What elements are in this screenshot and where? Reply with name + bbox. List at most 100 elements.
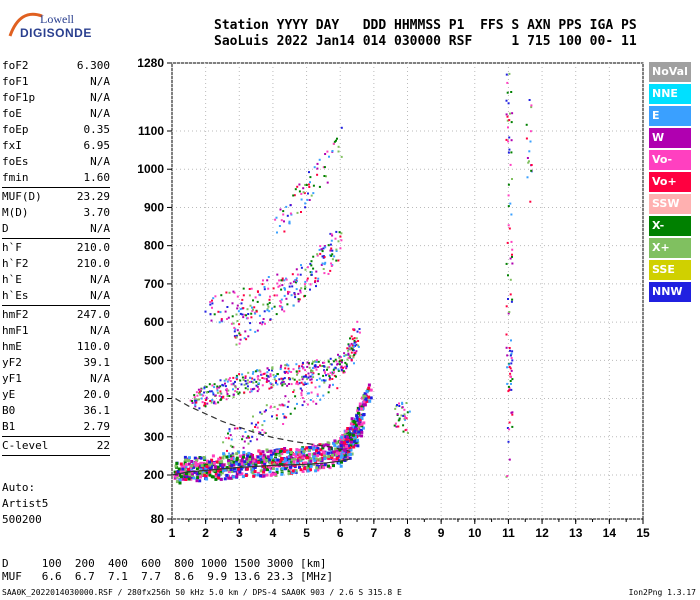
echo-point xyxy=(262,279,264,282)
echo-point xyxy=(208,460,212,464)
echo-point xyxy=(300,192,303,195)
echo-point xyxy=(239,338,242,341)
echo-point xyxy=(281,467,285,471)
echo-point xyxy=(206,402,209,405)
echo-point xyxy=(183,460,187,464)
echo-point xyxy=(269,375,272,378)
echo-point xyxy=(231,302,234,305)
echo-point xyxy=(328,366,331,369)
echo-point xyxy=(397,425,400,428)
echo-point xyxy=(188,475,192,479)
echo-point xyxy=(213,400,216,403)
echo-point xyxy=(209,400,212,402)
echo-point xyxy=(398,402,400,405)
echo-point xyxy=(198,390,201,393)
echo-point xyxy=(306,469,310,473)
echo-point xyxy=(293,292,296,294)
legend-entry: NoVal xyxy=(649,62,691,82)
echo-point xyxy=(310,391,313,394)
echo-point xyxy=(266,379,269,382)
echo-point xyxy=(529,200,532,203)
parameter-row: hmF2 247.0 xyxy=(2,307,110,323)
echo-point xyxy=(333,443,337,447)
echo-point xyxy=(227,378,230,381)
legend-entry: X- xyxy=(649,216,691,236)
parameter-name: MUF(D) xyxy=(2,190,42,203)
echo-point xyxy=(322,247,325,250)
echo-point xyxy=(505,99,508,102)
echo-point xyxy=(288,291,291,293)
echo-point xyxy=(264,322,266,325)
echo-point xyxy=(358,331,361,334)
echo-point xyxy=(232,322,235,325)
echo-point xyxy=(242,316,245,319)
echo-point xyxy=(261,377,264,379)
echo-point xyxy=(356,423,360,427)
echo-point xyxy=(314,386,317,389)
echo-point xyxy=(298,382,301,385)
parameter-value: N/A xyxy=(90,91,110,104)
echo-point xyxy=(393,424,396,427)
echo-point xyxy=(265,473,269,477)
echo-point xyxy=(340,239,343,242)
echo-point xyxy=(340,460,343,464)
ionospheric-parameters-panel: foF2 6.300 foF1 N/A foF1p N/A foE N/A foEp 0.35 fx… xyxy=(2,58,110,457)
echo-point xyxy=(278,454,282,458)
echo-point xyxy=(263,288,266,291)
echo-point xyxy=(252,381,255,384)
echo-point xyxy=(338,448,342,452)
echo-point xyxy=(506,119,509,122)
echo-point xyxy=(323,263,326,266)
echo-point xyxy=(327,272,330,275)
echo-point xyxy=(214,474,218,478)
echo-point xyxy=(249,328,252,331)
echo-point xyxy=(312,267,315,270)
echo-point xyxy=(301,375,303,378)
echo-point xyxy=(307,452,311,456)
echo-point xyxy=(223,477,227,481)
echo-point xyxy=(221,456,225,460)
echo-point xyxy=(194,461,198,465)
echo-point xyxy=(258,450,262,454)
echo-point xyxy=(261,465,265,469)
echo-point xyxy=(404,415,407,418)
echo-point xyxy=(265,380,268,383)
echo-point xyxy=(506,354,509,357)
echo-point xyxy=(329,232,332,235)
x-tick-label: 5 xyxy=(303,526,310,540)
parameter-value: 1.60 xyxy=(83,171,111,184)
echo-point xyxy=(249,463,253,467)
echo-point xyxy=(214,295,217,298)
echo-point xyxy=(269,449,273,453)
echo-point xyxy=(225,390,228,393)
echo-point xyxy=(287,372,289,375)
echo-point xyxy=(249,322,252,325)
echo-point xyxy=(510,388,513,391)
echo-point xyxy=(330,233,333,236)
echo-point xyxy=(283,294,286,297)
echo-point xyxy=(303,283,306,286)
echo-point xyxy=(239,312,242,315)
echo-point xyxy=(229,455,232,458)
echo-point xyxy=(343,441,346,445)
echo-point xyxy=(231,315,234,318)
echo-point xyxy=(508,136,511,139)
echo-point xyxy=(249,453,253,456)
echo-point xyxy=(249,377,252,379)
y-tick-label: 200 xyxy=(144,468,164,482)
echo-point xyxy=(233,326,236,329)
echo-point xyxy=(188,466,192,470)
echo-point xyxy=(196,462,200,466)
echo-point xyxy=(200,388,202,391)
echo-point xyxy=(332,441,335,445)
echo-point xyxy=(397,419,400,422)
echo-point xyxy=(525,123,528,126)
echo-point xyxy=(511,253,513,256)
echo-point xyxy=(280,288,283,291)
echo-point xyxy=(203,470,207,474)
echo-point xyxy=(251,309,254,312)
echo-point xyxy=(219,472,223,476)
echo-point xyxy=(315,359,318,362)
echo-point xyxy=(507,102,510,105)
echo-point xyxy=(282,213,285,216)
